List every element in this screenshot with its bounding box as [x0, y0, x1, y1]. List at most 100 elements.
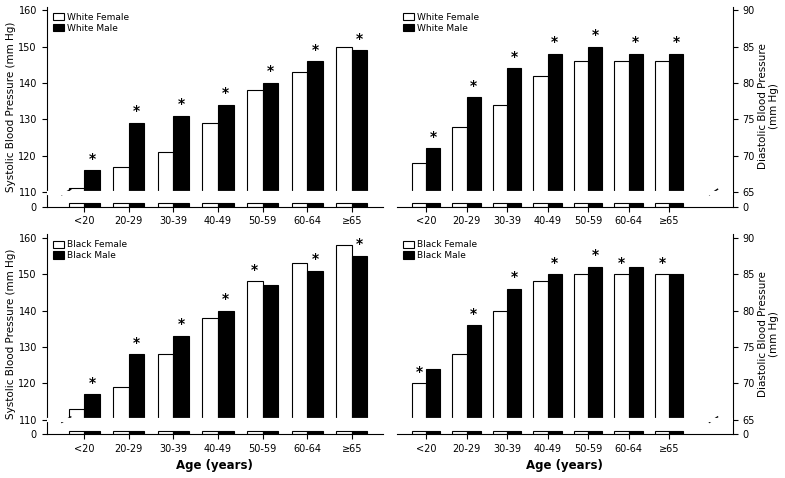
Bar — [247, 90, 263, 192]
Bar — [655, 274, 669, 420]
Bar — [307, 271, 323, 420]
Bar — [507, 289, 521, 420]
Bar — [588, 46, 602, 192]
Text: *: * — [592, 28, 599, 42]
Bar — [336, 431, 352, 434]
Bar — [203, 123, 218, 192]
Bar — [158, 152, 173, 192]
Text: *: * — [510, 270, 517, 284]
Legend: White Female, White Male: White Female, White Male — [51, 11, 131, 34]
Text: *: * — [222, 292, 229, 306]
Bar — [548, 203, 562, 206]
Bar — [352, 256, 367, 420]
Bar — [669, 54, 683, 192]
Bar — [68, 431, 84, 434]
Bar — [493, 203, 507, 206]
Bar — [507, 68, 521, 192]
Bar — [113, 166, 129, 192]
Bar — [548, 431, 562, 434]
Bar — [533, 76, 548, 192]
Bar — [113, 387, 129, 420]
Text: *: * — [429, 130, 436, 144]
Bar — [68, 409, 84, 420]
Bar — [158, 354, 173, 420]
Bar — [615, 203, 629, 206]
Text: *: * — [89, 376, 96, 390]
Bar — [336, 203, 352, 206]
Text: *: * — [89, 152, 96, 165]
Bar — [336, 245, 352, 420]
Bar — [203, 203, 218, 206]
Text: *: * — [592, 249, 599, 262]
Bar — [574, 274, 588, 420]
Bar — [412, 383, 426, 420]
Bar — [218, 203, 234, 206]
Bar — [574, 61, 588, 192]
Bar — [173, 336, 189, 420]
Bar — [507, 431, 521, 434]
Bar — [507, 203, 521, 206]
Bar — [113, 431, 129, 434]
Text: *: * — [659, 256, 666, 270]
Y-axis label: Diastolic Blood Pressure
(mm Hg): Diastolic Blood Pressure (mm Hg) — [758, 271, 780, 397]
Bar — [412, 203, 426, 206]
Bar — [336, 46, 352, 192]
Text: *: * — [312, 43, 319, 56]
Bar — [493, 431, 507, 434]
Text: *: * — [551, 35, 558, 49]
Bar — [426, 148, 440, 192]
Bar — [655, 431, 669, 434]
Bar — [307, 431, 323, 434]
Text: *: * — [618, 256, 625, 270]
Bar — [352, 50, 367, 192]
Bar — [452, 354, 466, 420]
Bar — [548, 54, 562, 192]
Text: *: * — [673, 35, 680, 49]
Bar — [452, 203, 466, 206]
Bar — [263, 203, 278, 206]
Bar — [548, 274, 562, 420]
Text: *: * — [415, 365, 422, 379]
Bar — [629, 203, 643, 206]
Text: *: * — [356, 238, 363, 251]
Bar — [669, 431, 683, 434]
Bar — [588, 203, 602, 206]
Bar — [173, 116, 189, 192]
Text: *: * — [470, 79, 477, 93]
Text: *: * — [267, 65, 274, 78]
Bar — [158, 203, 173, 206]
Bar — [291, 72, 307, 192]
Bar — [218, 311, 234, 420]
Bar — [218, 105, 234, 192]
Bar — [113, 203, 129, 206]
Y-axis label: Systolic Blood Pressure (mm Hg): Systolic Blood Pressure (mm Hg) — [5, 249, 16, 419]
Bar — [412, 163, 426, 192]
Bar — [84, 394, 100, 420]
Bar — [426, 203, 440, 206]
Legend: White Female, White Male: White Female, White Male — [401, 11, 481, 34]
Bar — [129, 203, 144, 206]
Bar — [173, 203, 189, 206]
Bar — [669, 274, 683, 420]
Y-axis label: Diastolic Blood Pressure
(mm Hg): Diastolic Blood Pressure (mm Hg) — [758, 43, 780, 170]
X-axis label: Age (years): Age (years) — [526, 459, 603, 472]
Bar — [615, 274, 629, 420]
Bar — [466, 431, 480, 434]
Bar — [615, 61, 629, 192]
Bar — [352, 431, 367, 434]
Bar — [173, 431, 189, 434]
Bar — [533, 203, 548, 206]
Bar — [203, 431, 218, 434]
Bar — [247, 203, 263, 206]
Bar — [291, 431, 307, 434]
Bar — [68, 188, 84, 192]
Bar — [218, 431, 234, 434]
Bar — [493, 105, 507, 192]
Bar — [452, 127, 466, 192]
Text: *: * — [222, 86, 229, 100]
Bar — [84, 203, 100, 206]
Bar — [669, 203, 683, 206]
Text: *: * — [312, 252, 319, 266]
Bar — [203, 318, 218, 420]
Bar — [533, 282, 548, 420]
